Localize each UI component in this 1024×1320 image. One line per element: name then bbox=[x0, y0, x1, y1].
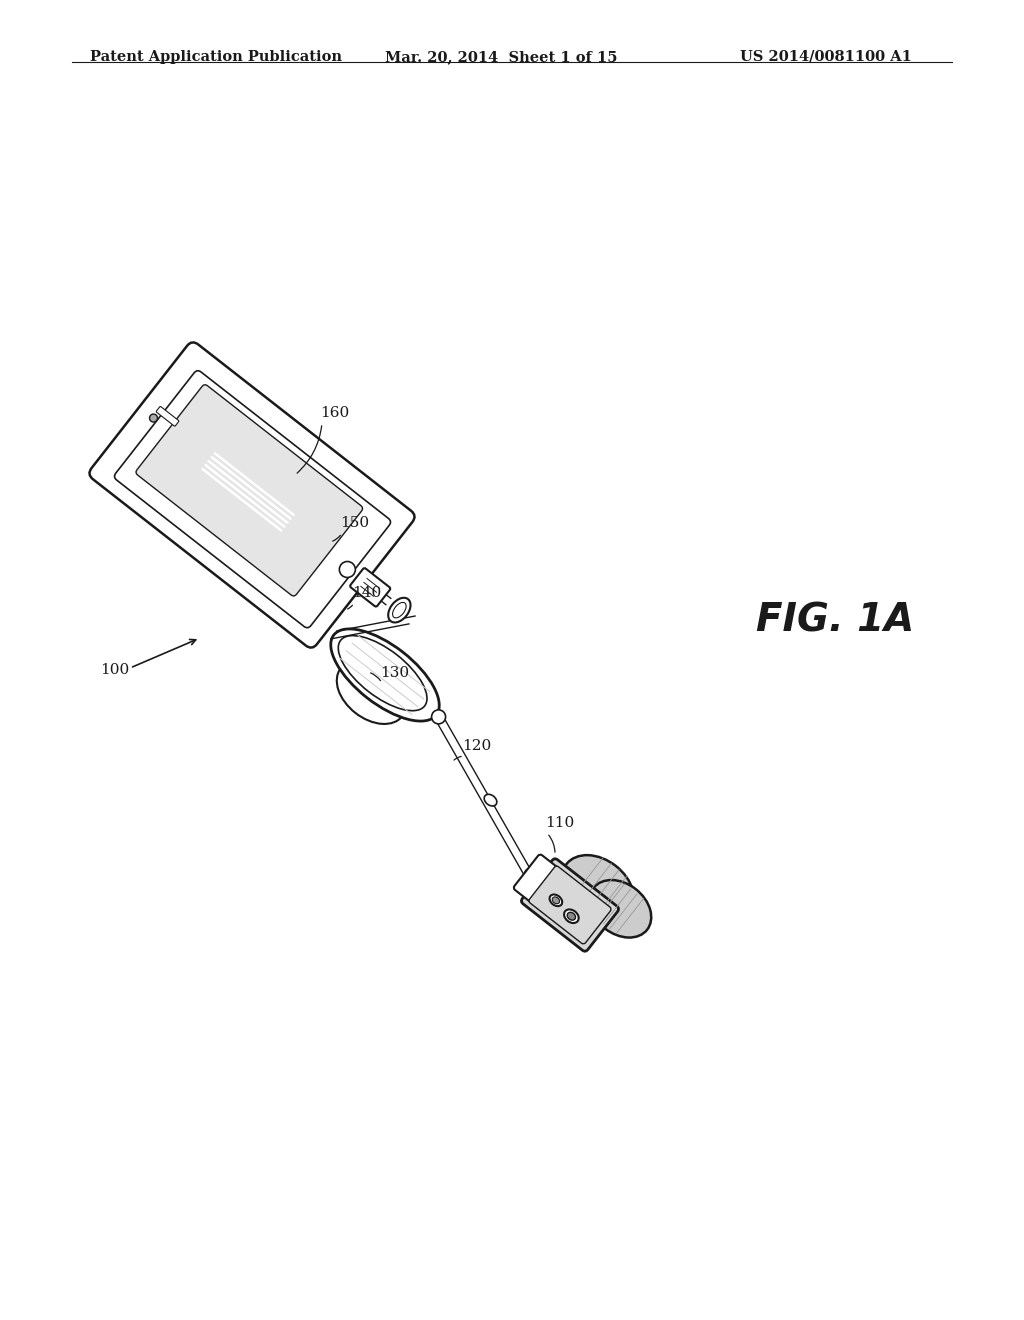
Ellipse shape bbox=[431, 710, 445, 723]
FancyBboxPatch shape bbox=[514, 854, 595, 931]
Ellipse shape bbox=[331, 628, 439, 721]
Text: 130: 130 bbox=[380, 667, 410, 680]
Polygon shape bbox=[436, 713, 529, 875]
FancyBboxPatch shape bbox=[115, 371, 390, 628]
Text: FIG. 1A: FIG. 1A bbox=[756, 601, 914, 639]
Ellipse shape bbox=[339, 561, 355, 577]
Text: 110: 110 bbox=[545, 816, 574, 830]
FancyBboxPatch shape bbox=[350, 568, 390, 607]
Text: 160: 160 bbox=[319, 407, 349, 420]
Polygon shape bbox=[331, 616, 415, 639]
Text: Mar. 20, 2014  Sheet 1 of 15: Mar. 20, 2014 Sheet 1 of 15 bbox=[385, 50, 617, 63]
FancyBboxPatch shape bbox=[157, 407, 179, 426]
Ellipse shape bbox=[562, 855, 634, 923]
FancyBboxPatch shape bbox=[529, 866, 611, 944]
FancyBboxPatch shape bbox=[136, 384, 362, 595]
Text: 100: 100 bbox=[100, 663, 129, 677]
Ellipse shape bbox=[564, 909, 579, 923]
Ellipse shape bbox=[590, 880, 651, 937]
Text: 140: 140 bbox=[352, 586, 381, 601]
Ellipse shape bbox=[337, 661, 407, 723]
Ellipse shape bbox=[525, 869, 540, 882]
Ellipse shape bbox=[484, 795, 497, 807]
Text: US 2014/0081100 A1: US 2014/0081100 A1 bbox=[740, 50, 912, 63]
Ellipse shape bbox=[392, 602, 407, 618]
Ellipse shape bbox=[552, 896, 559, 904]
Ellipse shape bbox=[550, 895, 562, 906]
FancyBboxPatch shape bbox=[521, 859, 618, 952]
Ellipse shape bbox=[388, 598, 411, 623]
Ellipse shape bbox=[150, 414, 158, 422]
Polygon shape bbox=[380, 594, 391, 605]
FancyBboxPatch shape bbox=[89, 342, 415, 648]
Ellipse shape bbox=[567, 912, 575, 920]
Text: Patent Application Publication: Patent Application Publication bbox=[90, 50, 342, 63]
Text: 120: 120 bbox=[462, 739, 492, 752]
Ellipse shape bbox=[338, 636, 427, 710]
Text: 150: 150 bbox=[340, 516, 369, 531]
